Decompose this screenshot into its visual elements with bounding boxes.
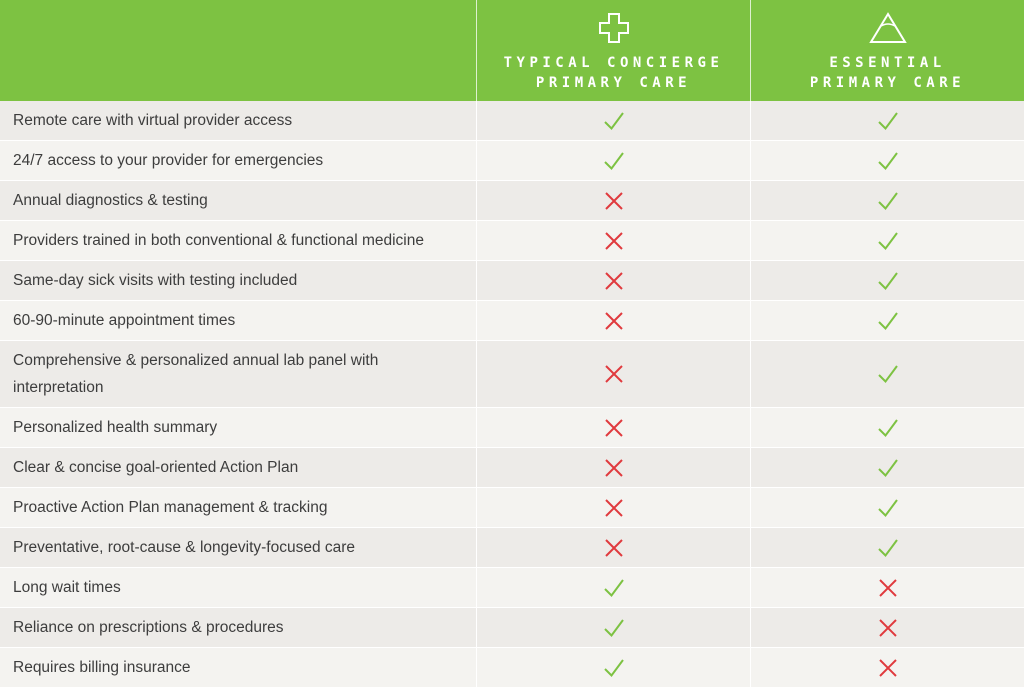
cross-icon: [476, 221, 750, 260]
column-title-typical-concierge: TYPICAL CONCIERGE PRIMARY CARE: [503, 55, 724, 91]
check-icon: [476, 568, 750, 607]
feature-label: Same-day sick visits with testing includ…: [13, 272, 298, 289]
table-row: Comprehensive & personalized annual lab …: [0, 341, 1024, 408]
cross-icon: [476, 301, 750, 340]
medical-cross-icon: [598, 12, 630, 44]
table-row: Clear & concise goal-oriented Action Pla…: [0, 448, 1024, 488]
check-icon: [750, 181, 1024, 220]
check-icon: [750, 528, 1024, 567]
check-icon: [750, 488, 1024, 527]
check-icon: [750, 141, 1024, 180]
feature-label: Comprehensive & personalized annual lab …: [13, 352, 379, 396]
table-row: Same-day sick visits with testing includ…: [0, 261, 1024, 301]
feature-label: Clear & concise goal-oriented Action Pla…: [13, 459, 299, 476]
table-row: Providers trained in both conventional &…: [0, 221, 1024, 261]
cross-icon: [476, 528, 750, 567]
check-icon: [476, 141, 750, 180]
table-row: 24/7 access to your provider for emergen…: [0, 141, 1024, 181]
check-icon: [750, 408, 1024, 447]
feature-label: Remote care with virtual provider access: [13, 112, 293, 129]
check-icon: [476, 101, 750, 140]
column-title-essential: ESSENTIAL PRIMARY CARE: [809, 55, 966, 91]
table-row: Annual diagnostics & testing: [0, 181, 1024, 221]
feature-label: Providers trained in both conventional &…: [13, 232, 424, 249]
cross-icon: [476, 181, 750, 220]
table-row: Requires billing insurance: [0, 648, 1024, 688]
cross-icon: [750, 568, 1024, 607]
cross-icon: [750, 648, 1024, 687]
feature-label: Preventative, root-cause & longevity-foc…: [13, 539, 356, 556]
column-header-typical-concierge: TYPICAL CONCIERGE PRIMARY CARE: [476, 0, 750, 101]
table-row: Proactive Action Plan management & track…: [0, 488, 1024, 528]
check-icon: [750, 341, 1024, 407]
feature-label: Personalized health summary: [13, 419, 218, 436]
table-header: TYPICAL CONCIERGE PRIMARY CARE ESSENTIAL…: [0, 0, 1024, 101]
cross-icon: [750, 608, 1024, 647]
table-row: Personalized health summary: [0, 408, 1024, 448]
check-icon: [750, 101, 1024, 140]
feature-label: 24/7 access to your provider for emergen…: [13, 152, 324, 169]
table-row: Preventative, root-cause & longevity-foc…: [0, 528, 1024, 568]
feature-label: Requires billing insurance: [13, 659, 191, 676]
header-feature-cell: [0, 0, 476, 101]
check-icon: [750, 261, 1024, 300]
triangle-icon: [868, 12, 907, 44]
check-icon: [476, 608, 750, 647]
feature-label: Reliance on prescriptions & procedures: [13, 619, 284, 636]
feature-label: 60-90-minute appointment times: [13, 312, 236, 329]
feature-label: Annual diagnostics & testing: [13, 192, 208, 209]
check-icon: [476, 648, 750, 687]
check-icon: [750, 221, 1024, 260]
cross-icon: [476, 341, 750, 407]
cross-icon: [476, 488, 750, 527]
cross-icon: [476, 448, 750, 487]
table-row: Reliance on prescriptions & procedures: [0, 608, 1024, 648]
feature-label: Proactive Action Plan management & track…: [13, 499, 328, 516]
check-icon: [750, 448, 1024, 487]
table-row: Long wait times: [0, 568, 1024, 608]
table-row: 60-90-minute appointment times: [0, 301, 1024, 341]
cross-icon: [476, 408, 750, 447]
feature-label: Long wait times: [13, 579, 121, 596]
table-body: Remote care with virtual provider access…: [0, 101, 1024, 688]
table-row: Remote care with virtual provider access: [0, 101, 1024, 141]
column-header-essential: ESSENTIAL PRIMARY CARE: [750, 0, 1024, 101]
check-icon: [750, 301, 1024, 340]
cross-icon: [476, 261, 750, 300]
